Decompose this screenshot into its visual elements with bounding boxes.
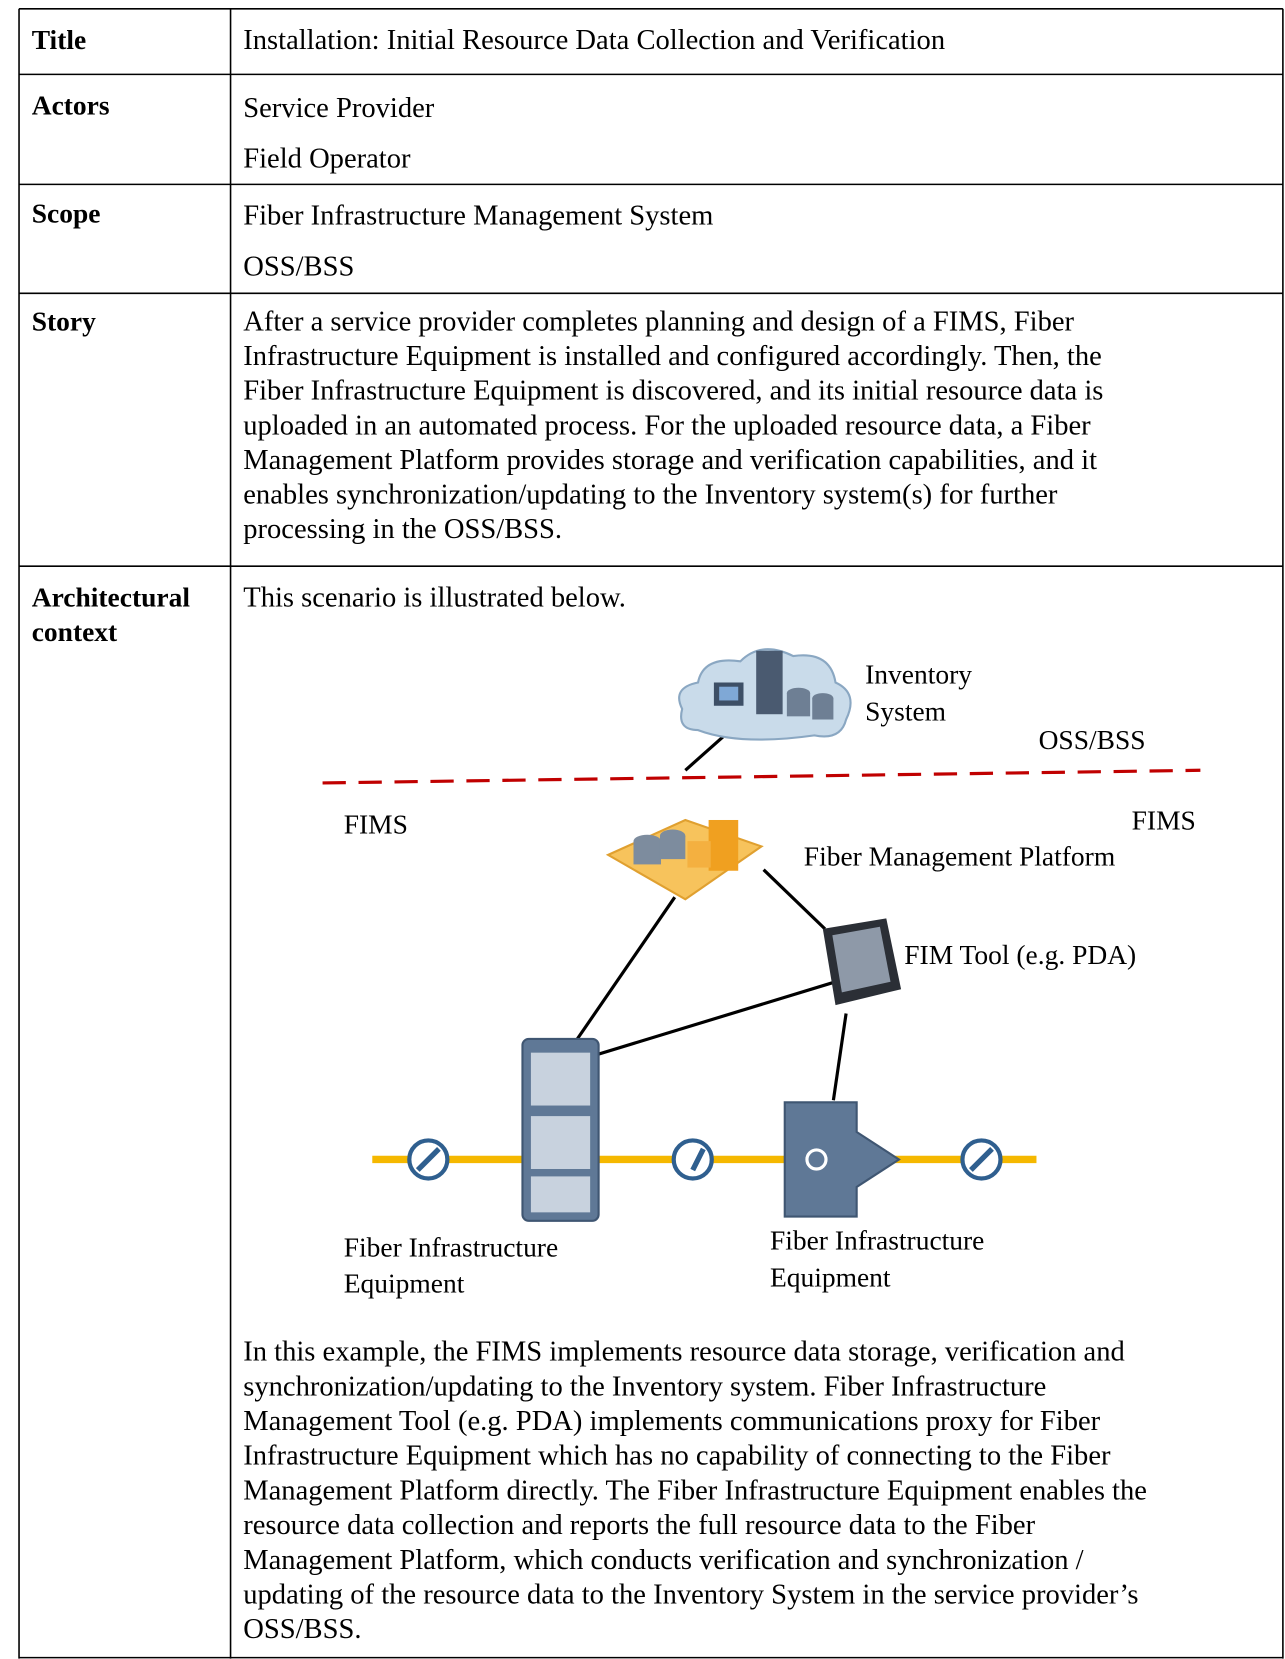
description-line: Management Platform directly. The Fiber … bbox=[243, 1475, 1147, 1506]
description-line: In this example, the FIMS implements res… bbox=[243, 1337, 1125, 1368]
equipment-box bbox=[783, 1101, 901, 1218]
row-content: Service Provider bbox=[243, 93, 435, 124]
row-content: Management Platform provides storage and… bbox=[243, 445, 1097, 476]
diagram-label: FIMS bbox=[1132, 805, 1196, 835]
row-content: Infrastructure Equipment is installed an… bbox=[243, 341, 1102, 372]
description-line: synchronization/updating to the Inventor… bbox=[243, 1371, 1046, 1402]
diagram bbox=[322, 648, 1201, 1222]
pda-icon bbox=[822, 918, 902, 1006]
diagram-label: Fiber Infrastructure bbox=[770, 1225, 984, 1255]
table-grid bbox=[18, 7, 1284, 1659]
equipment-rack bbox=[521, 1037, 600, 1222]
diagram-label: Fiber Infrastructure bbox=[344, 1233, 558, 1263]
row-content: Fiber Infrastructure Management System bbox=[243, 201, 713, 232]
connections bbox=[557, 718, 848, 1101]
link bbox=[762, 868, 827, 931]
row-content: After a service provider completes plann… bbox=[243, 307, 1074, 338]
row-content: enables synchronization/updating to the … bbox=[243, 479, 1058, 510]
row-content: This scenario is illustrated below. bbox=[243, 583, 626, 614]
inventory-icon bbox=[678, 648, 852, 741]
description-line: Infrastructure Equipment which has no ca… bbox=[243, 1441, 1111, 1472]
diagram-label: Fiber Management Platform bbox=[804, 841, 1115, 871]
description-line: Management Tool (e.g. PDA) implements co… bbox=[243, 1406, 1100, 1437]
row-content: Field Operator bbox=[243, 144, 411, 175]
row-label: Scope bbox=[32, 198, 101, 228]
row-label: Architectural bbox=[32, 582, 191, 612]
diagram-label: OSS/BSS bbox=[1039, 725, 1146, 755]
row-label: context bbox=[32, 617, 118, 647]
diagram-label: Equipment bbox=[770, 1262, 891, 1292]
row-content: uploaded in an automated process. For th… bbox=[243, 410, 1091, 441]
row-label: Story bbox=[32, 306, 96, 336]
diagram-label: FIM Tool (e.g. PDA) bbox=[904, 940, 1136, 970]
description-line: resource data collection and reports the… bbox=[243, 1510, 1035, 1541]
link bbox=[831, 1013, 848, 1101]
texts: Title Installation: Initial Resource Data… bbox=[32, 25, 1196, 1645]
diagram-label: FIMS bbox=[344, 810, 408, 840]
row-content: Fiber Infrastructure Equipment is discov… bbox=[243, 376, 1103, 407]
row-label: Title bbox=[32, 25, 86, 55]
description-line: updating of the resource data to the Inv… bbox=[243, 1579, 1138, 1610]
platform-icon bbox=[605, 818, 764, 901]
description-line: Management Platform, which conducts veri… bbox=[243, 1545, 1083, 1576]
description-line: OSS/BSS. bbox=[243, 1614, 361, 1645]
diagram-label: Inventory bbox=[865, 660, 972, 690]
splice-icons bbox=[407, 1138, 1003, 1181]
row-label: Actors bbox=[32, 91, 110, 121]
diagram-label: System bbox=[865, 697, 946, 727]
boundary-line bbox=[322, 768, 1201, 785]
row-content: Installation: Initial Resource Data Coll… bbox=[243, 25, 945, 56]
link bbox=[557, 980, 836, 1068]
diagram-label: Equipment bbox=[344, 1269, 465, 1299]
row-content: processing in the OSS/BSS. bbox=[243, 514, 562, 545]
row-content: OSS/BSS bbox=[243, 252, 354, 283]
